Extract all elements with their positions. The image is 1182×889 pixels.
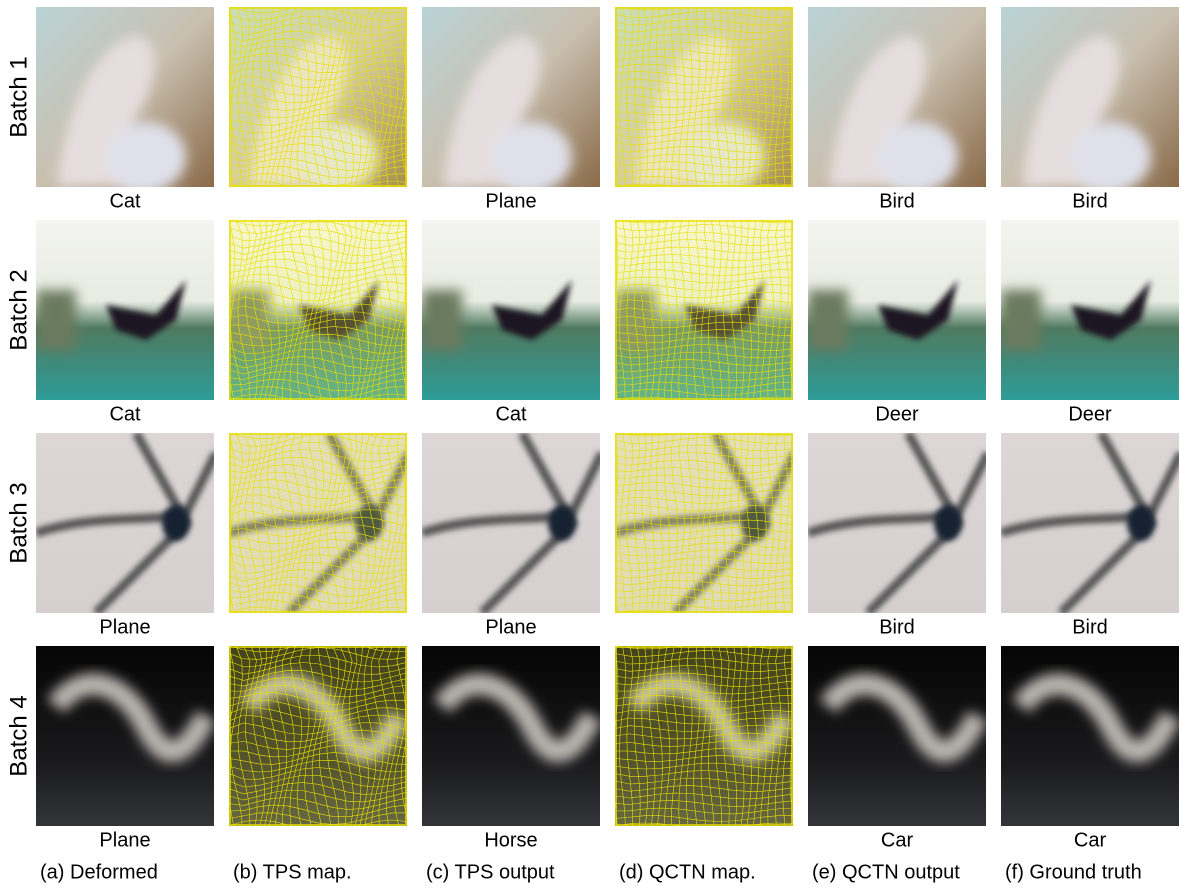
image-label: Car [881,829,914,851]
image-label: Bird [879,616,915,638]
image-cell [223,640,413,832]
image-cell [223,1,413,193]
image-cell [422,646,600,826]
image-cell [612,4,796,192]
blob [36,290,76,350]
image-cell [422,7,600,192]
column-caption: (e) QCTN output [812,861,960,883]
image-cell [808,433,988,613]
column-caption: (a) Deformed [40,861,158,883]
page: {"rows": [ {"label": "Batch 1", "labels"… [0,0,1182,889]
image-cell [1001,220,1179,400]
image-cell [808,7,986,192]
image-cell [223,427,413,619]
image-cell [36,646,214,826]
map-tint [615,646,793,826]
image-cell [612,430,796,616]
image-cell [612,643,796,829]
column-caption: (d) QCTN map. [619,861,756,883]
map-tint [615,220,793,400]
image-cell [808,220,986,400]
image-cell [422,220,600,400]
image-cell [36,7,214,192]
image-label: Cat [109,190,141,212]
image-cell [1001,646,1179,826]
image-label: Car [1074,829,1107,851]
image-cell [422,433,602,613]
image-label: Bird [879,190,915,212]
image-cell [36,433,216,613]
row-label: Batch 2 [5,269,32,350]
blob [934,505,962,541]
blob [1001,290,1041,350]
blob [106,122,186,192]
image-label: Deer [1068,403,1112,425]
blob [422,290,462,350]
image-label: Deer [875,403,919,425]
image-label: Plane [485,190,536,212]
blob [878,122,958,192]
image-label: Plane [485,616,536,638]
column-caption: (f) Ground truth [1005,861,1142,883]
column-caption: (c) TPS output [426,861,555,883]
blob [1127,505,1155,541]
row-label: Batch 4 [5,695,32,776]
row-label: Batch 1 [5,56,32,137]
blob [808,290,848,350]
image-label: Bird [1072,616,1108,638]
column-caption: (b) TPS map. [233,861,352,883]
blob [162,505,190,541]
image-label: Cat [109,403,141,425]
map-tint [615,7,793,187]
image-label: Plane [99,616,150,638]
map-tint [615,433,793,613]
figure: Batch 1 Cat Plane Bird Bird Batch 2 Cat Cat Deer… [0,0,1182,889]
image-cell [808,646,986,826]
image-label: Plane [99,829,150,851]
image-cell [1001,433,1181,613]
image-cell [612,217,796,403]
image-cell [36,220,214,400]
image-cell [1001,7,1179,192]
row-label: Batch 3 [5,482,32,563]
blob [1071,122,1151,192]
image-label: Horse [484,829,537,851]
image-label: Cat [495,403,527,425]
blob [548,505,576,541]
image-label: Bird [1072,190,1108,212]
image-cell [223,214,413,406]
blob [492,122,572,192]
